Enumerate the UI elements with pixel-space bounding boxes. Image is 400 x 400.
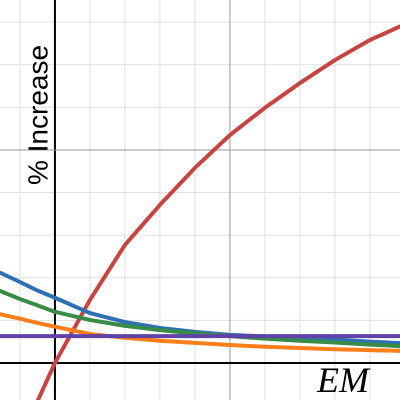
curve [0, 288, 400, 349]
y-axis-label: % Increase [22, 45, 53, 185]
x-axis-label: EM [316, 360, 371, 400]
curves [0, 24, 400, 400]
curve [0, 312, 400, 353]
